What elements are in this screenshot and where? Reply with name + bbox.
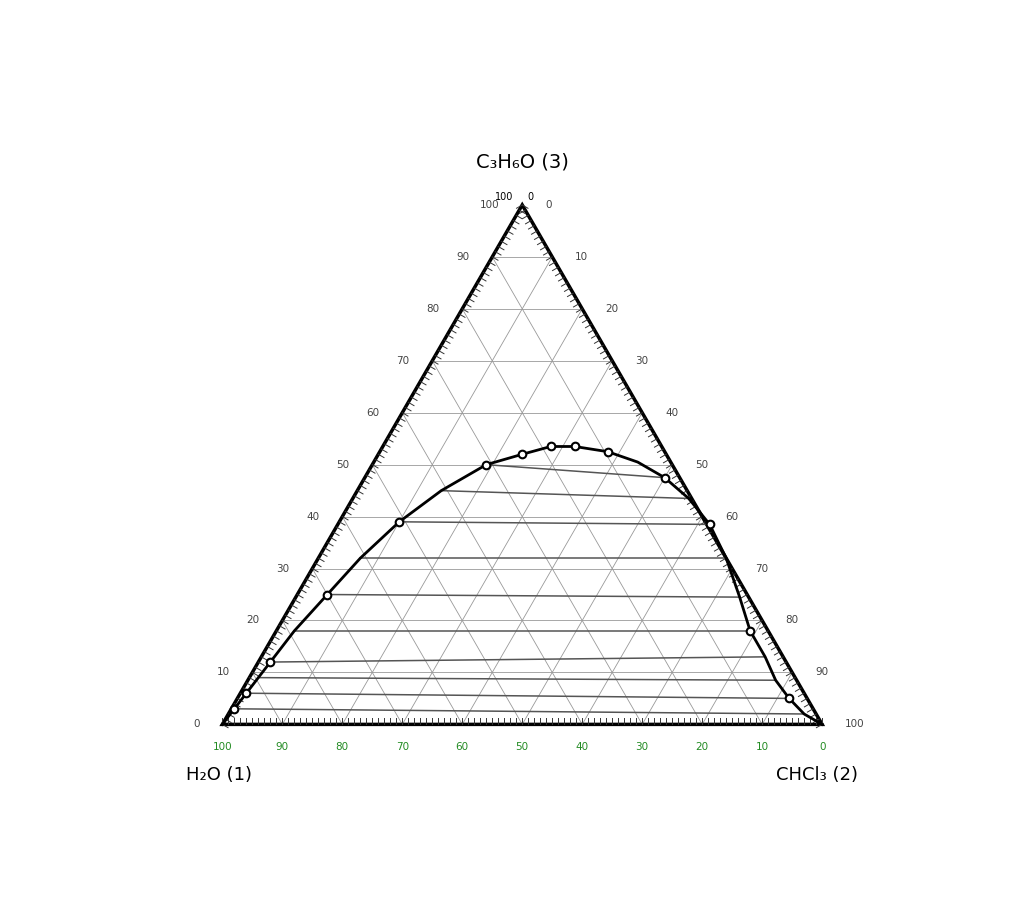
Text: 10: 10 xyxy=(216,668,229,678)
Text: 50: 50 xyxy=(336,459,349,470)
Text: 60: 60 xyxy=(367,408,380,418)
Text: 100: 100 xyxy=(845,719,864,729)
Text: 40: 40 xyxy=(575,743,589,752)
Text: 30: 30 xyxy=(635,356,648,366)
Text: 90: 90 xyxy=(815,668,828,678)
Text: 80: 80 xyxy=(785,615,798,625)
Text: 60: 60 xyxy=(725,512,738,522)
Text: 0: 0 xyxy=(819,743,825,752)
Text: CHCl₃ (2): CHCl₃ (2) xyxy=(776,767,858,784)
Text: H₂O (1): H₂O (1) xyxy=(186,767,252,784)
Text: 20: 20 xyxy=(695,743,709,752)
Text: 60: 60 xyxy=(456,743,469,752)
Text: 80: 80 xyxy=(336,743,349,752)
Text: 10: 10 xyxy=(756,743,769,752)
Text: 40: 40 xyxy=(306,512,319,522)
Text: 50: 50 xyxy=(516,743,528,752)
Text: 30: 30 xyxy=(636,743,649,752)
Text: 20: 20 xyxy=(247,615,259,625)
Text: 30: 30 xyxy=(276,564,290,573)
Text: 20: 20 xyxy=(605,304,618,314)
Text: 100: 100 xyxy=(480,200,500,210)
Text: 90: 90 xyxy=(275,743,289,752)
Text: C₃H₆O (3): C₃H₆O (3) xyxy=(476,153,568,172)
Text: 90: 90 xyxy=(457,252,469,262)
Text: 40: 40 xyxy=(665,408,678,418)
Text: 100: 100 xyxy=(213,743,232,752)
Text: 70: 70 xyxy=(755,564,768,573)
Text: 0: 0 xyxy=(527,192,534,202)
Text: 10: 10 xyxy=(575,252,588,262)
Text: 100: 100 xyxy=(495,192,513,202)
Text: 0: 0 xyxy=(194,719,200,729)
Text: 80: 80 xyxy=(426,304,439,314)
Text: 0: 0 xyxy=(545,200,552,210)
Text: 50: 50 xyxy=(695,459,709,470)
Text: 70: 70 xyxy=(396,356,410,366)
Text: 70: 70 xyxy=(395,743,409,752)
